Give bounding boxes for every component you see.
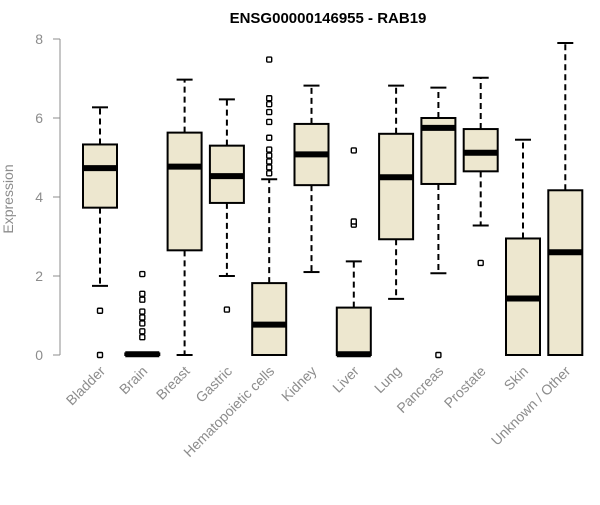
outlier-point [266,134,273,141]
box-group [547,41,584,356]
box-iqr [378,132,415,241]
outlier-point [266,100,273,108]
box-group [208,98,245,313]
chart-title: ENSG00000146955 - RAB19 [230,10,427,27]
outlier-point [96,307,104,314]
box-group [293,84,330,274]
outlier-point [266,158,273,165]
outlier-point [139,270,146,278]
x-tick-label: Breast [153,363,193,403]
box-iqr [166,131,203,252]
y-axis-label: Expression [0,164,16,233]
outlier-point [266,164,273,171]
box-group [420,86,457,359]
box-group [166,78,203,356]
boxes-layer [82,41,584,359]
outlier-point [266,95,273,102]
y-tick-label: 2 [35,268,43,284]
box-group [335,147,372,358]
outlier-point [139,328,146,335]
outlier-point [139,314,146,321]
x-tick-label: Prostate [441,363,489,411]
outlier-point [139,296,146,303]
outlier-point [266,108,273,116]
outlier-point [139,320,146,327]
x-tick-label: Liver [329,363,362,396]
x-tick-label: Bladder [63,363,109,409]
y-axis: 0 2 4 6 8 [35,31,61,363]
box-group [82,106,118,359]
outlier-point [223,306,231,313]
y-tick-label: 6 [35,110,43,126]
box-iqr [82,143,118,209]
y-tick-label: 4 [35,189,43,205]
y-tick-label: 0 [35,347,43,363]
outlier-point [96,351,104,359]
box-iqr [251,282,288,356]
outlier-point [350,147,357,154]
outlier-point [266,146,273,153]
x-tick-label: Lung [371,363,404,396]
outlier-point [350,218,357,225]
outlier-point [139,290,146,297]
box-group [378,84,415,300]
box-group [462,76,499,267]
outlier-point [266,152,273,159]
x-tick-label: Pancreas [393,363,446,416]
y-tick-label: 8 [35,31,43,47]
outlier-point [266,118,273,126]
outlier-point [477,259,484,267]
outlier-point [266,170,273,177]
box-group [251,56,288,356]
x-tick-label: Skin [501,363,532,394]
box-iqr [547,189,584,356]
outlier-point [139,334,146,341]
box-group [505,138,541,357]
outlier-point [266,56,273,63]
box-iqr [335,306,372,357]
x-tick-label: Brain [116,363,150,397]
x-tick-label: Kidney [278,363,320,405]
box-group [124,270,161,358]
x-tick-label: Unknown / Other [488,363,574,449]
outlier-point [435,351,442,359]
outlier-point [139,308,146,315]
